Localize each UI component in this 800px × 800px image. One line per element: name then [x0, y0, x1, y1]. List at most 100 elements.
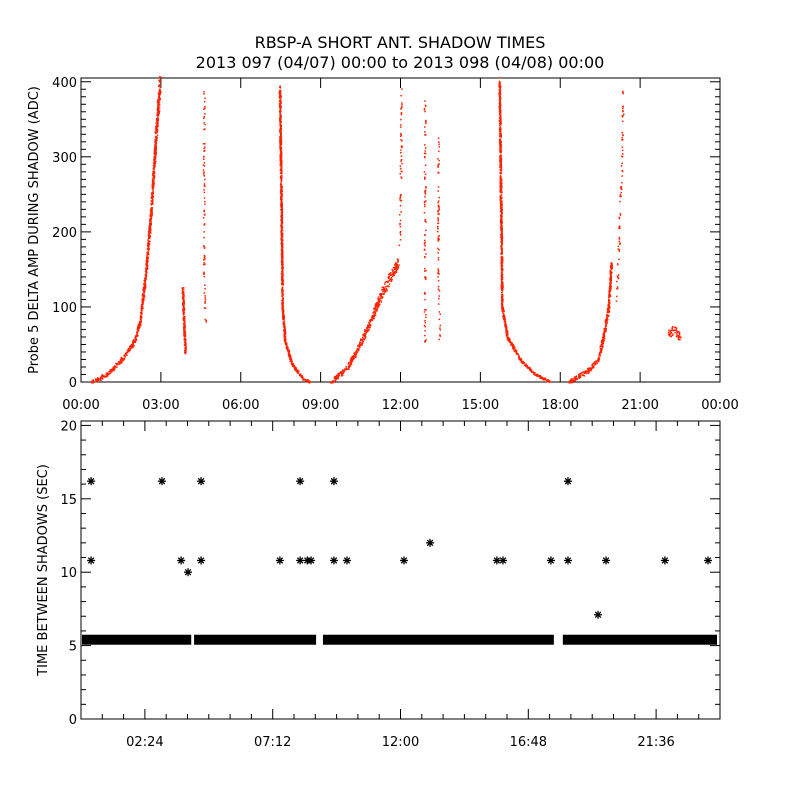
data-point: [365, 332, 367, 334]
data-point: [280, 167, 282, 169]
data-point: [97, 377, 99, 379]
data-point: [510, 341, 513, 344]
data-point: [366, 327, 369, 329]
data-point: [281, 233, 283, 235]
data-point: [500, 261, 503, 263]
data-point: [204, 302, 206, 304]
data-point: [146, 261, 149, 263]
data-point: [281, 246, 283, 248]
data-point: [373, 317, 375, 320]
data-point: [140, 311, 142, 314]
data-point: [424, 245, 426, 247]
data-point: [618, 227, 620, 230]
data-point: [437, 217, 439, 219]
data-point: [205, 319, 207, 322]
asterisk-stroke: [197, 477, 205, 485]
data-point: [284, 338, 287, 340]
data-point: [284, 339, 286, 342]
data-point: [204, 150, 206, 152]
data-point: [499, 108, 501, 111]
data-point: [283, 330, 285, 332]
data-point: [280, 179, 282, 181]
data-point: [183, 336, 186, 338]
data-point: [679, 336, 682, 339]
data-point: [91, 381, 93, 383]
data-point: [513, 347, 516, 350]
data-point: [388, 279, 391, 282]
data-point: [503, 318, 506, 321]
data-point: [138, 324, 141, 326]
data-point: [281, 287, 283, 290]
data-point: [155, 140, 157, 142]
data-point: [499, 195, 502, 198]
data-point: [437, 257, 440, 259]
data-point: [423, 109, 426, 111]
data-point: [605, 331, 607, 333]
data-point: [621, 182, 623, 184]
data-point: [388, 283, 391, 285]
data-point: [121, 360, 124, 363]
data-point: [619, 242, 621, 244]
data-point: [336, 376, 339, 378]
data-point: [279, 191, 282, 193]
data-point: [400, 234, 402, 236]
data-point: [574, 380, 576, 382]
data-point: [141, 311, 143, 314]
data-point: [147, 230, 150, 233]
data-point: [512, 346, 514, 348]
data-point: [610, 281, 612, 284]
data-point: [400, 176, 402, 178]
data-point: [156, 124, 158, 126]
data-point: [280, 235, 283, 237]
data-point: [544, 379, 547, 381]
data-point: [356, 350, 358, 352]
data-point: [157, 118, 159, 121]
data-point: [281, 260, 283, 263]
data-point: [279, 95, 281, 98]
data-point: [282, 310, 285, 312]
data-point: [438, 141, 440, 143]
asterisk-point: [296, 477, 305, 486]
data-point: [203, 209, 205, 212]
data-point: [293, 367, 296, 369]
data-point: [423, 171, 426, 173]
data-point: [424, 256, 426, 258]
data-point: [154, 152, 156, 154]
data-point: [424, 205, 426, 208]
data-point: [111, 369, 114, 372]
data-point: [621, 146, 624, 148]
data-point: [601, 346, 604, 348]
data-point: [158, 89, 161, 91]
data-point: [581, 374, 584, 376]
data-point: [602, 341, 604, 343]
data-point: [184, 352, 186, 354]
data-point: [335, 377, 337, 380]
data-point: [185, 351, 187, 353]
data-point: [378, 300, 381, 302]
data-point: [423, 292, 426, 295]
data-point: [500, 247, 502, 249]
data-point: [279, 93, 281, 95]
data-point: [505, 326, 507, 328]
data-point: [281, 251, 283, 253]
data-point: [131, 343, 133, 346]
data-point: [279, 148, 282, 150]
data-point: [158, 84, 161, 86]
data-point: [203, 116, 205, 118]
data-point: [519, 358, 521, 360]
data-point: [150, 211, 152, 213]
data-point: [498, 89, 501, 91]
data-point: [399, 196, 402, 199]
data-point: [608, 289, 611, 292]
data-point: [499, 160, 501, 162]
data-point: [279, 116, 282, 118]
data-point: [393, 271, 396, 274]
data-point: [678, 332, 681, 335]
data-point: [348, 364, 351, 366]
y-tick-label: 15: [60, 493, 77, 508]
data-point: [182, 292, 185, 295]
data-point: [604, 329, 606, 331]
data-point: [137, 330, 139, 332]
data-point: [505, 323, 507, 326]
data-point: [438, 143, 440, 145]
